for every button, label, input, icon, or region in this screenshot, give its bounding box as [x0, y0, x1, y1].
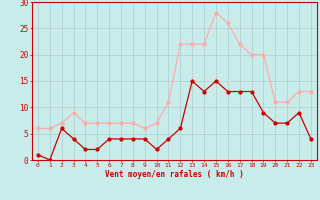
X-axis label: Vent moyen/en rafales ( km/h ): Vent moyen/en rafales ( km/h ) [105, 170, 244, 179]
